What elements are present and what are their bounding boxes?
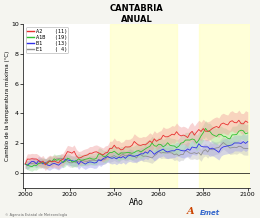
Text: © Agencia Estatal de Meteorología: © Agencia Estatal de Meteorología: [5, 213, 67, 217]
Y-axis label: Cambio de la temperatura máxima (°C): Cambio de la temperatura máxima (°C): [4, 51, 10, 161]
Legend: A2    (11), A1B   (19), B1    (13), E1    ( 4): A2 (11), A1B (19), B1 (13), E1 ( 4): [26, 27, 68, 53]
Bar: [199, 24, 250, 188]
Text: Emet: Emet: [200, 210, 220, 216]
X-axis label: Año: Año: [129, 198, 144, 207]
Title: CANTABRIA
ANUAL: CANTABRIA ANUAL: [110, 4, 163, 24]
Bar: [110, 24, 177, 188]
Text: A: A: [187, 207, 195, 216]
